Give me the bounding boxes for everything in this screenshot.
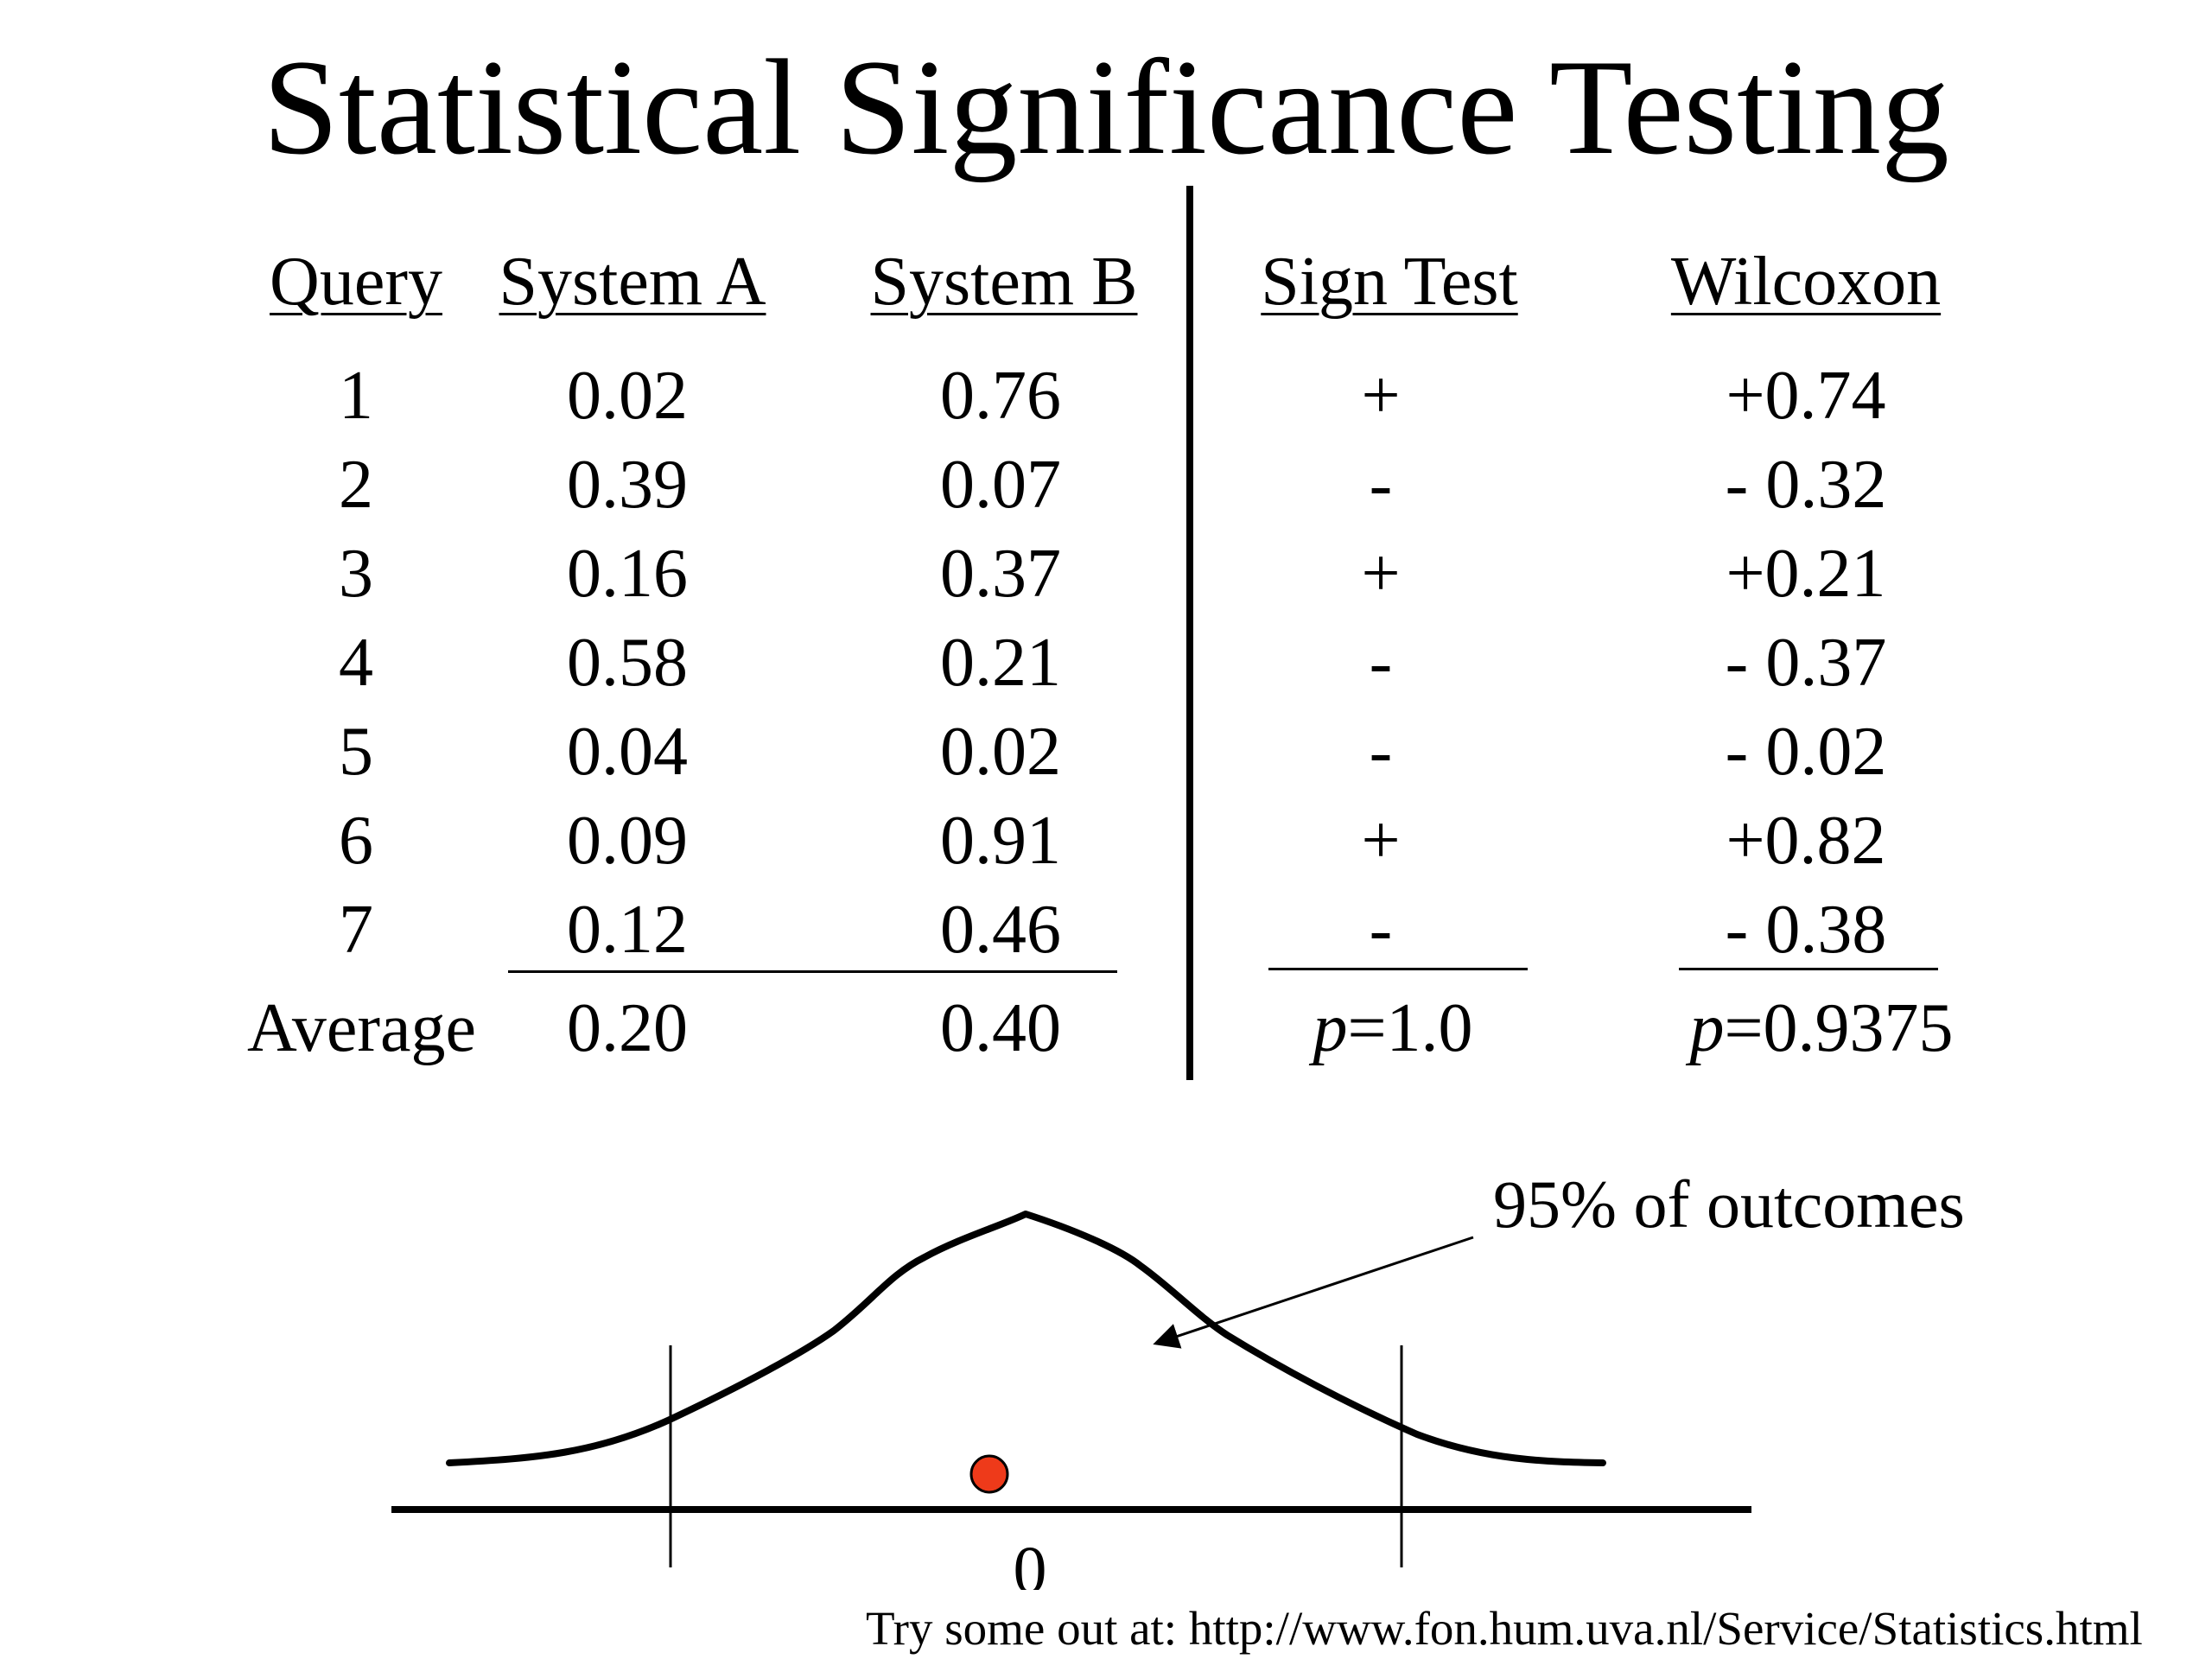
- distribution-diagram: 95% of outcomes 0: [391, 1166, 1965, 1590]
- header-system-b: System B: [870, 244, 1138, 320]
- average-system-a: 0.20: [567, 990, 688, 1066]
- cell-sign-test: +: [1361, 803, 1401, 879]
- cell-query: 5: [339, 714, 373, 790]
- sign-test-p-value: p=1.0: [1313, 987, 1472, 1070]
- p-value: =0.9375: [1724, 990, 1954, 1066]
- cell-wilcoxon: - 0.02: [1725, 714, 1887, 790]
- header-wilcoxon: Wilcoxon: [1670, 244, 1942, 320]
- cell-wilcoxon: - 0.32: [1725, 447, 1887, 523]
- wilcoxon-p-value: p=0.9375: [1689, 987, 1953, 1070]
- cell-sign-test: +: [1361, 536, 1401, 612]
- p-value: =1.0: [1347, 990, 1473, 1066]
- annotation-label: 95% of outcomes: [1493, 1166, 1965, 1242]
- footer-link-text: Try some out at: http://www.fon.hum.uva.…: [866, 1602, 2143, 1655]
- cell-system-b: 0.91: [940, 803, 1061, 879]
- cell-system-b: 0.21: [940, 625, 1061, 701]
- zero-label: 0: [1014, 1532, 1047, 1590]
- cell-system-a: 0.09: [567, 803, 688, 879]
- p-symbol: p: [1689, 990, 1725, 1066]
- sum-line-wilcoxon: [1679, 968, 1938, 970]
- sum-line-sign: [1268, 968, 1528, 970]
- cell-system-b: 0.46: [940, 892, 1061, 968]
- cell-sign-test: -: [1369, 447, 1393, 523]
- cell-wilcoxon: - 0.37: [1725, 625, 1887, 701]
- cell-system-b: 0.37: [940, 536, 1061, 612]
- cell-query: 7: [339, 892, 373, 968]
- cell-query: 2: [339, 447, 373, 523]
- annotation-arrow: [1153, 1236, 1474, 1349]
- vertical-divider: [1186, 186, 1193, 1080]
- average-label: Average: [247, 990, 476, 1066]
- cell-sign-test: -: [1369, 625, 1393, 701]
- distribution-curve: [446, 1211, 1606, 1466]
- cell-wilcoxon: +0.82: [1726, 803, 1886, 879]
- cell-system-a: 0.12: [567, 892, 688, 968]
- cell-query: 6: [339, 803, 373, 879]
- cell-system-a: 0.02: [567, 358, 688, 434]
- observed-value-marker: [969, 1454, 1009, 1494]
- p-symbol: p: [1313, 990, 1348, 1066]
- cell-system-b: 0.76: [940, 358, 1061, 434]
- cell-system-b: 0.07: [940, 447, 1061, 523]
- cell-query: 1: [339, 358, 373, 434]
- cell-query: 3: [339, 536, 373, 612]
- cell-system-a: 0.39: [567, 447, 688, 523]
- header-query: Query: [270, 244, 442, 320]
- cell-wilcoxon: - 0.38: [1725, 892, 1887, 968]
- slide-title: Statistical Significance Testing: [263, 32, 1949, 183]
- cell-system-a: 0.16: [567, 536, 688, 612]
- sum-line-systems: [508, 970, 1117, 973]
- header-sign-test: Sign Test: [1261, 244, 1518, 320]
- cell-query: 4: [339, 625, 373, 701]
- cell-sign-test: -: [1369, 892, 1393, 968]
- cell-sign-test: +: [1361, 358, 1401, 434]
- cell-wilcoxon: +0.21: [1726, 536, 1886, 612]
- cell-system-a: 0.04: [567, 714, 688, 790]
- average-system-b: 0.40: [940, 990, 1061, 1066]
- header-system-a: System A: [499, 244, 766, 320]
- cell-sign-test: -: [1369, 714, 1393, 790]
- cell-system-a: 0.58: [567, 625, 688, 701]
- cell-system-b: 0.02: [940, 714, 1061, 790]
- cell-wilcoxon: +0.74: [1726, 358, 1886, 434]
